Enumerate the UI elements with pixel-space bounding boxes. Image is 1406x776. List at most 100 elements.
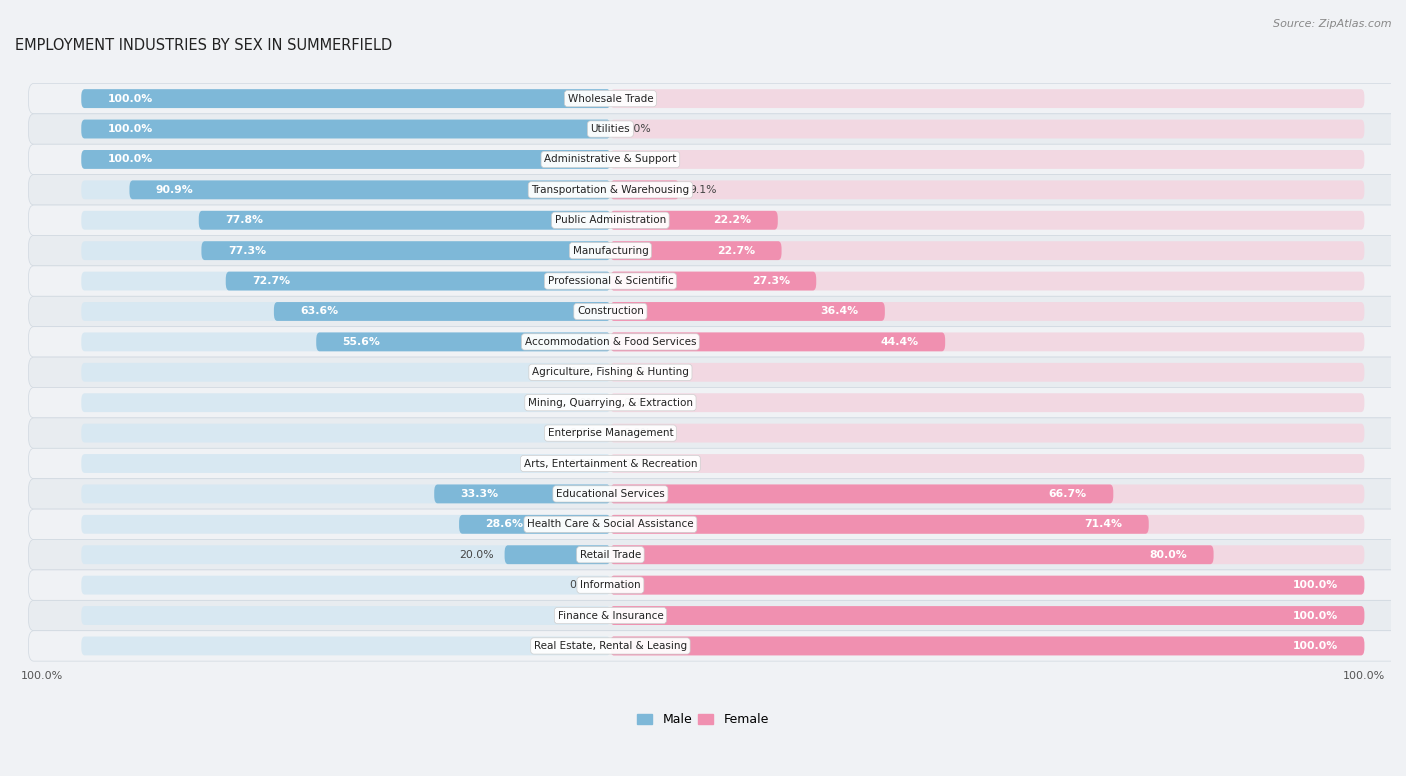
- FancyBboxPatch shape: [28, 601, 1405, 631]
- Text: 0.0%: 0.0%: [569, 641, 598, 651]
- FancyBboxPatch shape: [610, 546, 1213, 564]
- Text: 77.8%: 77.8%: [225, 215, 263, 225]
- Text: 28.6%: 28.6%: [485, 519, 523, 529]
- Text: Arts, Entertainment & Recreation: Arts, Entertainment & Recreation: [523, 459, 697, 469]
- FancyBboxPatch shape: [82, 272, 610, 290]
- Text: 0.0%: 0.0%: [569, 580, 598, 590]
- Text: 100.0%: 100.0%: [108, 124, 153, 134]
- FancyBboxPatch shape: [610, 89, 1364, 108]
- FancyBboxPatch shape: [82, 180, 610, 199]
- FancyBboxPatch shape: [610, 515, 1364, 534]
- FancyBboxPatch shape: [28, 327, 1405, 357]
- Text: 0.0%: 0.0%: [624, 154, 651, 165]
- FancyBboxPatch shape: [610, 636, 1364, 656]
- FancyBboxPatch shape: [610, 363, 1364, 382]
- FancyBboxPatch shape: [610, 332, 945, 352]
- FancyBboxPatch shape: [82, 150, 610, 169]
- FancyBboxPatch shape: [82, 424, 610, 442]
- Text: 66.7%: 66.7%: [1049, 489, 1087, 499]
- FancyBboxPatch shape: [610, 636, 1364, 656]
- FancyBboxPatch shape: [82, 89, 610, 108]
- FancyBboxPatch shape: [28, 296, 1405, 327]
- Text: 100.0%: 100.0%: [1292, 580, 1339, 590]
- FancyBboxPatch shape: [610, 211, 778, 230]
- Text: Accommodation & Food Services: Accommodation & Food Services: [524, 337, 696, 347]
- FancyBboxPatch shape: [82, 363, 610, 382]
- FancyBboxPatch shape: [610, 272, 1364, 290]
- Text: 22.7%: 22.7%: [717, 246, 755, 255]
- FancyBboxPatch shape: [434, 484, 610, 504]
- FancyBboxPatch shape: [82, 89, 610, 108]
- FancyBboxPatch shape: [610, 241, 1364, 260]
- FancyBboxPatch shape: [28, 539, 1405, 570]
- FancyBboxPatch shape: [610, 393, 1364, 412]
- Text: 71.4%: 71.4%: [1084, 519, 1122, 529]
- FancyBboxPatch shape: [129, 180, 610, 199]
- Text: Transportation & Warehousing: Transportation & Warehousing: [531, 185, 689, 195]
- FancyBboxPatch shape: [28, 449, 1405, 479]
- Text: Manufacturing: Manufacturing: [572, 246, 648, 255]
- FancyBboxPatch shape: [82, 515, 610, 534]
- Text: Construction: Construction: [576, 307, 644, 317]
- FancyBboxPatch shape: [201, 241, 610, 260]
- FancyBboxPatch shape: [82, 636, 610, 656]
- FancyBboxPatch shape: [82, 120, 610, 138]
- FancyBboxPatch shape: [28, 144, 1405, 175]
- Text: 0.0%: 0.0%: [569, 428, 598, 438]
- Text: Mining, Quarrying, & Extraction: Mining, Quarrying, & Extraction: [527, 397, 693, 407]
- FancyBboxPatch shape: [274, 302, 610, 321]
- FancyBboxPatch shape: [610, 484, 1364, 504]
- FancyBboxPatch shape: [82, 150, 610, 169]
- Text: Agriculture, Fishing & Hunting: Agriculture, Fishing & Hunting: [531, 367, 689, 377]
- FancyBboxPatch shape: [28, 84, 1405, 114]
- FancyBboxPatch shape: [226, 272, 610, 290]
- FancyBboxPatch shape: [610, 211, 1364, 230]
- Text: 72.7%: 72.7%: [252, 276, 290, 286]
- FancyBboxPatch shape: [82, 120, 610, 138]
- FancyBboxPatch shape: [610, 546, 1364, 564]
- FancyBboxPatch shape: [28, 509, 1405, 539]
- Text: Utilities: Utilities: [591, 124, 630, 134]
- Text: 0.0%: 0.0%: [624, 459, 651, 469]
- FancyBboxPatch shape: [610, 576, 1364, 594]
- FancyBboxPatch shape: [82, 454, 610, 473]
- Text: 100.0%: 100.0%: [21, 671, 63, 681]
- Text: Administrative & Support: Administrative & Support: [544, 154, 676, 165]
- FancyBboxPatch shape: [316, 332, 610, 352]
- FancyBboxPatch shape: [28, 387, 1405, 418]
- Text: Retail Trade: Retail Trade: [579, 549, 641, 559]
- FancyBboxPatch shape: [610, 484, 1114, 504]
- Text: 20.0%: 20.0%: [460, 549, 494, 559]
- Text: EMPLOYMENT INDUSTRIES BY SEX IN SUMMERFIELD: EMPLOYMENT INDUSTRIES BY SEX IN SUMMERFI…: [15, 38, 392, 53]
- FancyBboxPatch shape: [610, 424, 1364, 442]
- FancyBboxPatch shape: [610, 180, 679, 199]
- FancyBboxPatch shape: [610, 606, 1364, 625]
- Text: 80.0%: 80.0%: [1149, 549, 1187, 559]
- Text: Information: Information: [581, 580, 641, 590]
- Text: Finance & Insurance: Finance & Insurance: [558, 611, 664, 621]
- Text: 9.1%: 9.1%: [689, 185, 717, 195]
- Text: 27.3%: 27.3%: [752, 276, 790, 286]
- FancyBboxPatch shape: [198, 211, 610, 230]
- Text: 77.3%: 77.3%: [228, 246, 266, 255]
- Text: 0.0%: 0.0%: [569, 459, 598, 469]
- FancyBboxPatch shape: [28, 479, 1405, 509]
- FancyBboxPatch shape: [610, 606, 1364, 625]
- Text: 100.0%: 100.0%: [1292, 641, 1339, 651]
- FancyBboxPatch shape: [82, 332, 610, 352]
- Text: 0.0%: 0.0%: [624, 367, 651, 377]
- Text: Professional & Scientific: Professional & Scientific: [547, 276, 673, 286]
- Text: 0.0%: 0.0%: [624, 94, 651, 104]
- FancyBboxPatch shape: [28, 570, 1405, 601]
- FancyBboxPatch shape: [610, 150, 1364, 169]
- Legend: Male, Female: Male, Female: [633, 708, 773, 732]
- Text: Health Care & Social Assistance: Health Care & Social Assistance: [527, 519, 693, 529]
- Text: 44.4%: 44.4%: [880, 337, 918, 347]
- Text: 0.0%: 0.0%: [624, 124, 651, 134]
- Text: 63.6%: 63.6%: [301, 307, 339, 317]
- Text: 100.0%: 100.0%: [108, 154, 153, 165]
- FancyBboxPatch shape: [610, 454, 1364, 473]
- FancyBboxPatch shape: [460, 515, 610, 534]
- FancyBboxPatch shape: [82, 546, 610, 564]
- Text: 55.6%: 55.6%: [343, 337, 381, 347]
